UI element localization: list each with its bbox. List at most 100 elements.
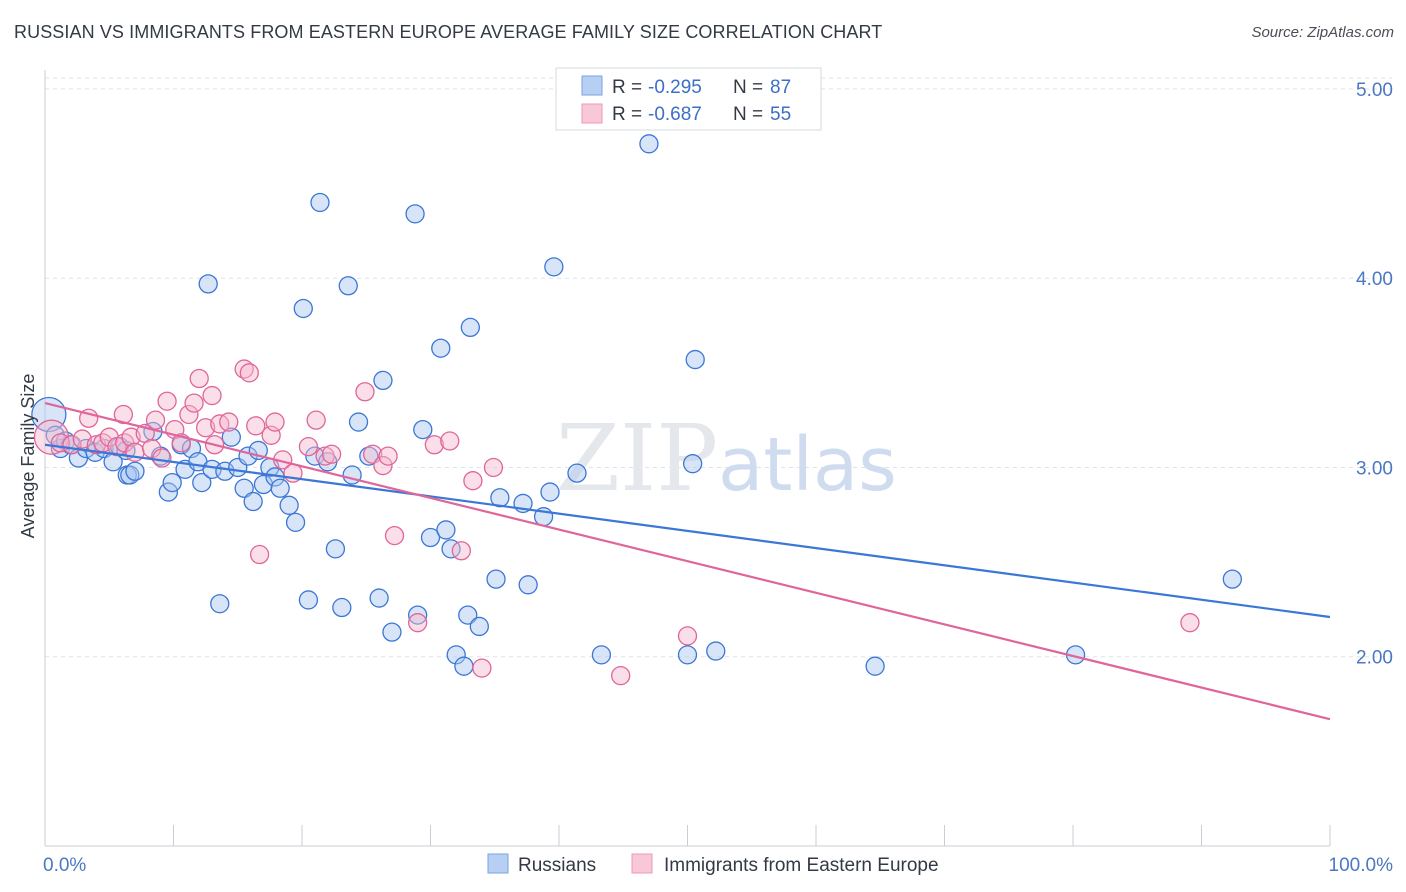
russians-point xyxy=(285,512,306,533)
immigrants-point xyxy=(219,412,239,432)
legend-swatch-immigrants xyxy=(631,853,653,874)
russians-point xyxy=(454,656,474,676)
russians-point xyxy=(293,298,313,319)
x-tick-label-0: 0.0% xyxy=(43,855,86,876)
y-tick-label-0: 2.00 xyxy=(1356,648,1393,669)
russians-point xyxy=(431,338,451,358)
immigrants-point xyxy=(463,471,483,491)
y-axis-label: Average Family Size xyxy=(18,374,38,539)
russians-point xyxy=(639,134,659,154)
russians-point xyxy=(544,257,564,277)
legend-n-value-2: 55 xyxy=(770,104,791,125)
immigrants-point xyxy=(246,416,266,436)
russians-point xyxy=(325,539,346,559)
legend-swatch-pink xyxy=(581,103,603,124)
russians-point xyxy=(413,419,433,440)
russians-point xyxy=(310,192,330,213)
russians-point xyxy=(865,656,885,676)
immigrants-point xyxy=(424,435,445,455)
russians-point xyxy=(234,478,254,498)
immigrants-point xyxy=(451,541,471,561)
russians-point xyxy=(158,482,179,502)
immigrants-point xyxy=(239,363,259,383)
immigrants-point xyxy=(265,412,285,432)
immigrants-point xyxy=(184,393,204,413)
russians-point xyxy=(460,317,480,338)
russians-point xyxy=(332,597,352,618)
immigrants-point xyxy=(249,544,270,565)
immigrants-point xyxy=(407,613,428,633)
russians-point xyxy=(270,478,290,498)
immigrants-point xyxy=(611,666,631,686)
immigrants-point xyxy=(677,626,698,646)
immigrants-point xyxy=(195,418,216,438)
russians-point xyxy=(518,575,538,595)
russians-point xyxy=(436,520,456,540)
legend-r-label-2: R = xyxy=(612,104,642,125)
source-label: Source: ZipAtlas.com xyxy=(1251,24,1394,41)
immigrants-point xyxy=(298,436,319,457)
russians-point xyxy=(192,472,212,493)
legend-n-value-1: 87 xyxy=(770,77,791,98)
immigrants-point xyxy=(1180,613,1200,633)
chart-title: RUSSIAN VS IMMIGRANTS FROM EASTERN EUROP… xyxy=(14,22,883,42)
russians-point xyxy=(682,454,703,474)
x-tick-label-1: 100.0% xyxy=(1329,855,1394,876)
russians-point xyxy=(677,645,698,665)
immigrants-point xyxy=(483,457,504,478)
axes xyxy=(44,70,1331,847)
russians-point xyxy=(458,605,478,625)
russians-point xyxy=(125,461,145,481)
legend-swatch-russians xyxy=(487,853,509,874)
russians-point xyxy=(373,370,393,391)
russians-point xyxy=(405,204,425,224)
watermark-zip: ZIP xyxy=(556,405,718,512)
immigrants-point xyxy=(378,446,398,466)
watermark: ZIP atlas xyxy=(556,405,897,512)
immigrants-point xyxy=(472,658,492,678)
legend-russians: Russians xyxy=(518,855,596,876)
russians-point xyxy=(348,412,369,432)
immigrants-point xyxy=(72,429,92,449)
russians-point xyxy=(210,594,230,614)
immigrants-point xyxy=(321,444,342,464)
x-tick-labels: 0.0% 100.0% xyxy=(43,855,1393,876)
russians-point xyxy=(591,645,612,665)
immigrants-point xyxy=(373,455,393,476)
legend-r-label-1: R = xyxy=(612,77,642,98)
immigrants-point xyxy=(189,368,209,389)
y-tick-labels: 2.00 3.00 4.00 5.00 xyxy=(1356,80,1393,669)
immigrants-point xyxy=(234,359,254,379)
russians-point xyxy=(243,491,263,512)
series-russians-points xyxy=(31,134,1242,676)
russians-point xyxy=(706,641,726,661)
immigrants-point xyxy=(157,391,177,411)
legend-n-label-1: N = xyxy=(733,77,763,98)
russians-point xyxy=(120,465,140,485)
russians-point xyxy=(407,605,428,625)
russians-point xyxy=(198,274,218,294)
immigrants-point xyxy=(355,382,375,402)
russians-point xyxy=(446,645,466,665)
russians-point xyxy=(685,349,705,370)
y-tick-label-3: 5.00 xyxy=(1356,80,1393,101)
trend-line-0 xyxy=(44,443,1331,619)
russians-point xyxy=(540,482,560,502)
russians-point xyxy=(382,622,402,642)
russians-point xyxy=(298,590,319,610)
trend-line-1 xyxy=(44,402,1331,721)
immigrants-point xyxy=(202,385,222,406)
y-tick-label-1: 3.00 xyxy=(1356,458,1393,479)
russians-point xyxy=(567,463,587,483)
watermark-atlas: atlas xyxy=(718,422,897,508)
legend-n-label-2: N = xyxy=(733,104,763,125)
immigrants-point xyxy=(152,448,172,468)
immigrants-point xyxy=(306,410,326,430)
russians-point xyxy=(279,495,299,515)
y-tick-label-2: 4.00 xyxy=(1356,269,1393,290)
russians-point xyxy=(420,527,441,548)
stats-legend: R = -0.295 N = 87 R = -0.687 N = 55 xyxy=(555,67,822,131)
trend-lines xyxy=(44,402,1331,721)
legend-immigrants: Immigrants from Eastern Europe xyxy=(664,855,939,876)
